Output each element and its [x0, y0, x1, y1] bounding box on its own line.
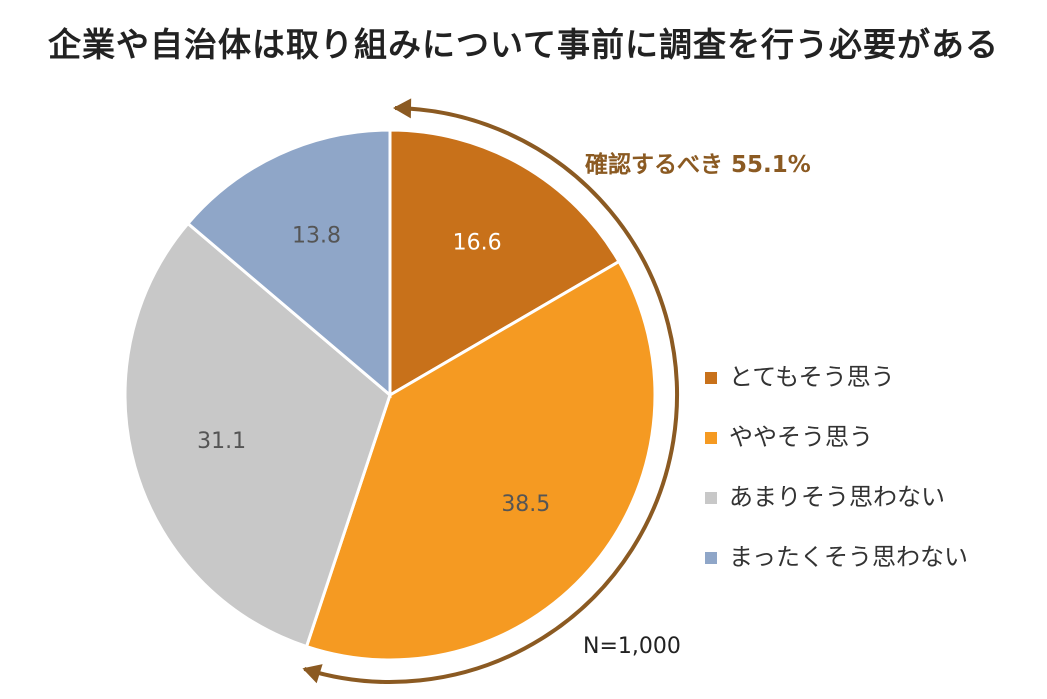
data-label-slice-2: 38.5 [501, 492, 550, 517]
legend-label-3: あまりそう思わない [729, 483, 945, 511]
data-label-slice-1: 16.6 [453, 230, 502, 255]
pie-data-labels: 16.6 38.5 31.1 13.8 [197, 223, 550, 517]
legend-label-2: ややそう思う [729, 423, 873, 451]
legend-swatch-1 [705, 372, 717, 384]
legend-swatch-3 [705, 492, 717, 504]
annotation-arc-group: 確認するべき 55.1% [302, 98, 811, 684]
legend-swatch-2 [705, 432, 717, 444]
pie-slice-3 [123, 221, 392, 649]
pie-slice-1 [388, 128, 621, 398]
legend-label-4: まったくそう思わない [729, 543, 968, 571]
annotation-arc [303, 106, 679, 684]
data-label-slice-3: 31.1 [197, 429, 246, 454]
pie-slices [123, 128, 657, 662]
pie-slice-2 [304, 259, 657, 662]
chart-title: 企業や自治体は取り組みについて事前に調査を行う必要がある [47, 25, 999, 64]
legend-swatch-4 [705, 552, 717, 564]
annotation-arrowhead-end [302, 664, 323, 684]
data-label-slice-4: 13.8 [292, 223, 341, 248]
annotation-arrowhead-start [393, 98, 412, 119]
legend-label-1: とてもそう思う [729, 363, 895, 391]
sample-size-label: N=1,000 [583, 634, 681, 659]
annotation-label: 確認するべき 55.1% [585, 151, 811, 178]
pie-slice-4 [185, 128, 392, 399]
